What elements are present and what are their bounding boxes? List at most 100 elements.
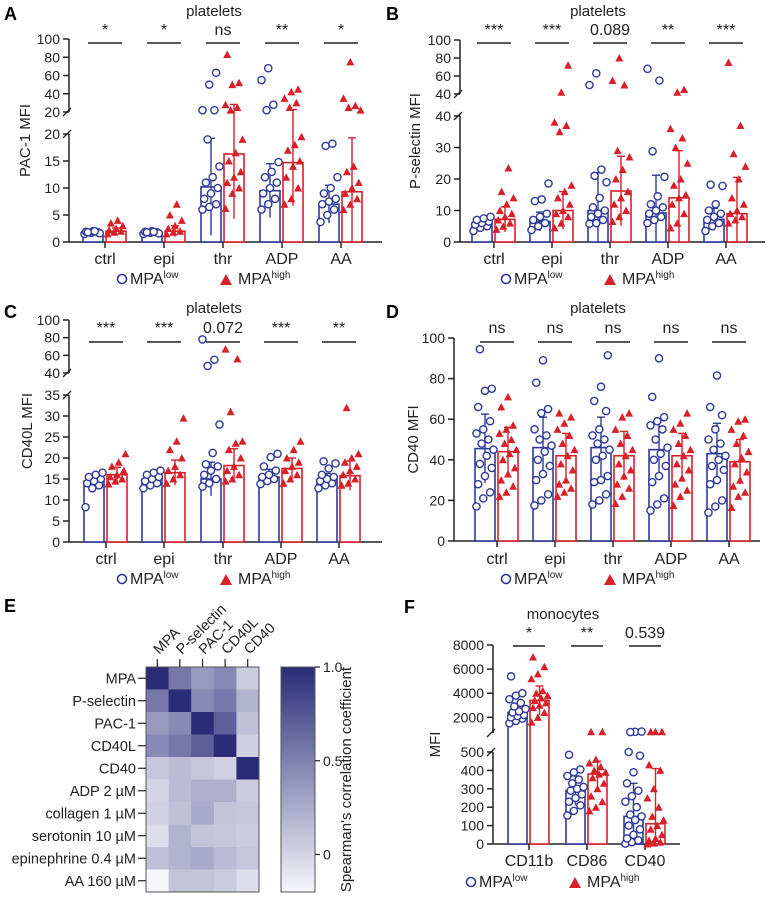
y-tick-label: 400 xyxy=(461,762,485,778)
data-point-low xyxy=(643,64,652,74)
data-point-high xyxy=(736,121,745,129)
data-point-high xyxy=(611,499,620,507)
data-point-low xyxy=(648,146,657,156)
data-point-high xyxy=(608,217,617,226)
data-point-low xyxy=(653,416,662,426)
data-point-high xyxy=(223,178,232,187)
data-point-high xyxy=(671,143,680,151)
legend-marker-high xyxy=(604,274,616,285)
y-tick-label: 100 xyxy=(428,32,452,48)
data-point-low xyxy=(712,475,722,485)
data-point-high xyxy=(339,205,348,214)
data-point-low xyxy=(571,793,580,803)
data-point-high xyxy=(228,80,237,89)
data-point-high xyxy=(623,431,632,439)
row-label: collagen 1 µM xyxy=(45,806,136,822)
data-point-low xyxy=(656,449,666,459)
legend-marker-low xyxy=(500,273,512,285)
data-point-high xyxy=(732,439,741,448)
data-point-high xyxy=(567,484,576,492)
data-point-low xyxy=(714,455,724,465)
heatmap-cell xyxy=(168,779,192,803)
x-tick-label: ctrl xyxy=(95,551,116,568)
data-point-high xyxy=(645,836,654,844)
data-point-high xyxy=(104,480,113,488)
legend-high-base: MPA xyxy=(238,271,272,288)
significance-label: ns xyxy=(663,320,680,337)
data-point-high xyxy=(238,135,247,143)
data-point-high xyxy=(112,224,120,232)
data-point-low xyxy=(537,408,546,418)
data-point-high xyxy=(614,459,623,468)
data-point-high xyxy=(625,409,634,417)
data-point-high xyxy=(620,472,628,480)
heatmap-cell xyxy=(191,824,215,848)
data-point-high xyxy=(119,466,128,475)
data-point-high xyxy=(645,760,654,769)
data-point-low xyxy=(649,455,659,465)
y-tick-label: 20 xyxy=(429,492,445,508)
data-point-high xyxy=(296,437,305,445)
significance-label: *** xyxy=(717,22,736,39)
data-point-high xyxy=(675,193,683,202)
data-point-low xyxy=(199,194,209,204)
data-point-high xyxy=(105,226,114,234)
data-point-low xyxy=(211,199,221,209)
data-point-low xyxy=(661,461,671,471)
data-point-low xyxy=(274,157,283,167)
data-point-low xyxy=(588,431,597,440)
data-point-high xyxy=(117,227,126,235)
data-point-low xyxy=(598,215,608,225)
significance-label: ** xyxy=(581,625,593,642)
heatmap-cell xyxy=(191,802,215,825)
data-point-high xyxy=(231,148,240,157)
data-point-low xyxy=(654,353,664,363)
data-point-high xyxy=(504,163,513,172)
data-point-low xyxy=(506,672,516,681)
data-point-low xyxy=(721,451,730,461)
row-label: serotonin 10 µM xyxy=(32,829,136,845)
data-point-low xyxy=(597,165,606,174)
y-tick-label: 30 xyxy=(44,408,60,424)
data-point-low xyxy=(487,384,497,394)
heatmap-cell xyxy=(191,712,215,735)
data-point-low xyxy=(482,451,492,461)
legend-low-sup: low xyxy=(547,570,563,581)
data-point-low xyxy=(272,178,282,187)
data-point-low xyxy=(659,412,669,422)
data-point-high xyxy=(113,216,122,224)
data-point-high xyxy=(616,439,625,448)
heatmap-cell xyxy=(191,734,215,758)
legend-high-base: MPA xyxy=(587,874,621,891)
data-point-high xyxy=(231,439,240,447)
data-point-low xyxy=(333,172,342,182)
legend: MPAlow MPAhigh xyxy=(500,570,674,588)
heatmap-cell xyxy=(236,802,260,825)
data-point-high xyxy=(165,445,174,454)
data-point-low xyxy=(530,501,539,510)
data-point-high xyxy=(221,345,230,353)
data-point-high xyxy=(354,178,363,187)
y-tick-label: 25 xyxy=(44,429,60,445)
data-point-high xyxy=(680,209,689,218)
y-tick-label: 6000 xyxy=(453,661,484,677)
heatmap-cell xyxy=(146,847,170,870)
heatmap-cell xyxy=(146,824,170,848)
data-point-high xyxy=(538,686,547,695)
data-point-low xyxy=(201,459,211,469)
data-point-high xyxy=(590,766,599,774)
x-tick-label: epi xyxy=(153,551,174,568)
legend-low-sup: low xyxy=(163,270,179,281)
data-point-high xyxy=(351,475,360,483)
x-tick-label: AA xyxy=(715,251,737,268)
data-point-high xyxy=(352,462,361,470)
data-point-low xyxy=(270,194,280,204)
heatmap-cell xyxy=(168,802,192,825)
heatmap-cell xyxy=(236,757,260,780)
data-point-low xyxy=(328,139,337,149)
data-point-low xyxy=(704,508,713,517)
data-point-high xyxy=(622,206,631,214)
data-point-high xyxy=(563,451,572,460)
data-point-high xyxy=(224,157,233,165)
data-point-low xyxy=(213,462,223,471)
